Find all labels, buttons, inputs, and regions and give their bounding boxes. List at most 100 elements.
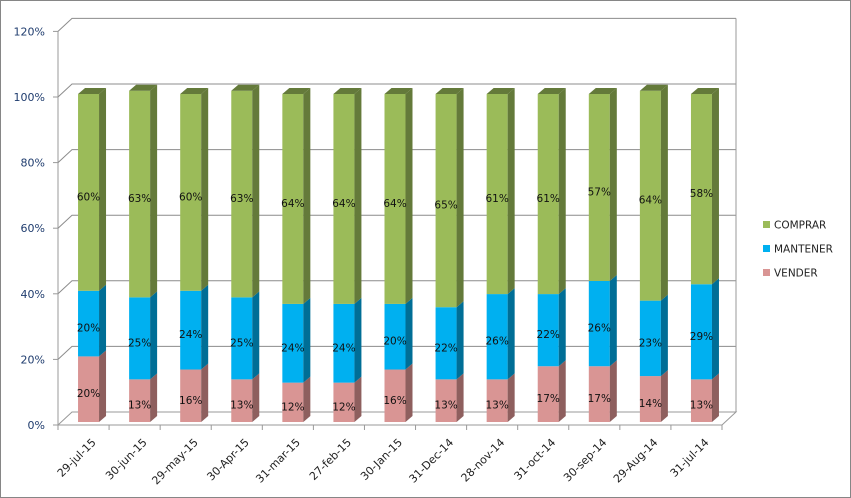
bar-comprar bbox=[537, 94, 559, 295]
data-label: 61% bbox=[485, 193, 508, 205]
bar-comprar bbox=[180, 94, 202, 291]
bar-vender bbox=[588, 366, 610, 422]
bar-top bbox=[435, 88, 464, 94]
bar-mantener bbox=[537, 294, 559, 367]
legend-swatch-comprar bbox=[763, 221, 770, 228]
data-label: 12% bbox=[332, 401, 355, 413]
bar-mantener bbox=[231, 297, 253, 380]
bar-top bbox=[537, 88, 566, 94]
bar-top bbox=[180, 88, 209, 94]
bar-side-comprar bbox=[354, 88, 362, 304]
bar-side-comprar bbox=[252, 84, 260, 298]
x-tick-label: 29-jul-15 bbox=[55, 436, 99, 480]
data-label: 22% bbox=[434, 342, 457, 354]
bar-side-mantener bbox=[150, 291, 158, 380]
data-label: 16% bbox=[383, 395, 406, 407]
x-tick-label: 29-Aug-14 bbox=[611, 436, 661, 486]
bar-comprar bbox=[231, 90, 253, 298]
data-label: 22% bbox=[537, 329, 560, 341]
bar-mantener bbox=[435, 307, 457, 380]
data-label: 58% bbox=[690, 188, 713, 200]
bar-vender bbox=[639, 376, 661, 422]
data-label: 13% bbox=[485, 400, 508, 412]
x-tick-label: 29-may-15 bbox=[149, 436, 200, 487]
bar-side-mantener bbox=[456, 301, 464, 380]
bar-side-vender bbox=[405, 363, 413, 422]
bar-side-vender bbox=[558, 360, 566, 422]
data-label: 24% bbox=[332, 342, 355, 354]
bar-vender bbox=[333, 382, 355, 422]
gridline bbox=[57, 149, 736, 163]
x-tick-label: 28-nov-14 bbox=[459, 436, 508, 485]
legend-label-mantener: MANTENER bbox=[774, 244, 833, 256]
bar-side-mantener bbox=[609, 274, 617, 367]
bar-comprar bbox=[282, 94, 304, 304]
data-label: 13% bbox=[690, 400, 713, 412]
bar-comprar bbox=[129, 90, 151, 298]
y-tick-label: 80% bbox=[21, 157, 45, 170]
bar-vender bbox=[537, 366, 559, 422]
legend-swatch-mantener bbox=[763, 245, 770, 252]
bar-side-mantener bbox=[660, 294, 668, 377]
bar-side-vender bbox=[303, 376, 311, 422]
data-label: 13% bbox=[128, 400, 151, 412]
bar-side-mantener bbox=[558, 288, 566, 367]
bar-side-vender bbox=[354, 376, 362, 422]
bar-vender bbox=[78, 356, 100, 422]
bar-side-mantener bbox=[354, 297, 362, 383]
y-tick-label: 40% bbox=[21, 288, 45, 301]
x-tick-label: 27-feb-15 bbox=[307, 436, 354, 483]
data-label: 25% bbox=[128, 337, 151, 349]
bar-side-comprar bbox=[303, 88, 311, 304]
x-tick-label: 31-Dec-14 bbox=[407, 436, 457, 486]
data-label: 60% bbox=[77, 191, 100, 203]
x-tick-label: 30-jun-15 bbox=[103, 436, 150, 483]
bar-vender bbox=[384, 369, 406, 422]
bar-vender bbox=[129, 379, 151, 422]
data-label: 63% bbox=[230, 193, 253, 205]
bar-side-comprar bbox=[660, 84, 668, 301]
x-tick-label: 30-sep-14 bbox=[561, 436, 609, 484]
x-tick-label: 31-oct-14 bbox=[512, 436, 559, 483]
bar-mantener bbox=[78, 290, 100, 357]
bar-vender bbox=[486, 379, 508, 422]
bar-side-comprar bbox=[150, 84, 158, 298]
bar-side-mantener bbox=[303, 297, 311, 383]
bar-side-mantener bbox=[201, 284, 209, 370]
gridline bbox=[57, 83, 736, 98]
bar-side-vender bbox=[660, 370, 668, 422]
x-tick-label: 30-Jan-15 bbox=[358, 436, 405, 483]
data-label: 61% bbox=[537, 193, 560, 205]
bar-side-comprar bbox=[507, 88, 515, 295]
data-label: 25% bbox=[230, 337, 253, 349]
bar-side-vender bbox=[507, 373, 515, 422]
legend-label-vender: VENDER bbox=[774, 268, 818, 280]
bar-side-comprar bbox=[456, 88, 464, 308]
bar-comprar bbox=[486, 94, 508, 295]
bar-comprar bbox=[384, 94, 406, 304]
data-label: 13% bbox=[230, 400, 253, 412]
bar-top bbox=[588, 88, 617, 94]
data-label: 17% bbox=[588, 393, 611, 405]
bar-side-vender bbox=[711, 373, 719, 422]
bar-vender bbox=[231, 379, 253, 422]
data-label: 20% bbox=[77, 323, 100, 335]
bar-side-comprar bbox=[609, 88, 617, 281]
legend-swatch-vender bbox=[763, 269, 770, 276]
bar-side-comprar bbox=[558, 88, 566, 295]
bar-side-mantener bbox=[405, 297, 413, 370]
bar-comprar bbox=[435, 94, 457, 308]
data-label: 64% bbox=[281, 198, 304, 210]
bar-vender bbox=[282, 382, 304, 422]
bar-side-comprar bbox=[201, 88, 209, 291]
bar-side-mantener bbox=[507, 288, 515, 380]
data-label: 20% bbox=[77, 388, 100, 400]
bar-top bbox=[78, 88, 107, 94]
bar-mantener bbox=[129, 297, 151, 380]
data-label: 20% bbox=[383, 336, 406, 348]
bar-comprar bbox=[78, 94, 100, 291]
bar-mantener bbox=[486, 294, 508, 380]
legend-label-comprar: COMPRAR bbox=[774, 220, 826, 232]
bar-mantener bbox=[588, 280, 610, 367]
